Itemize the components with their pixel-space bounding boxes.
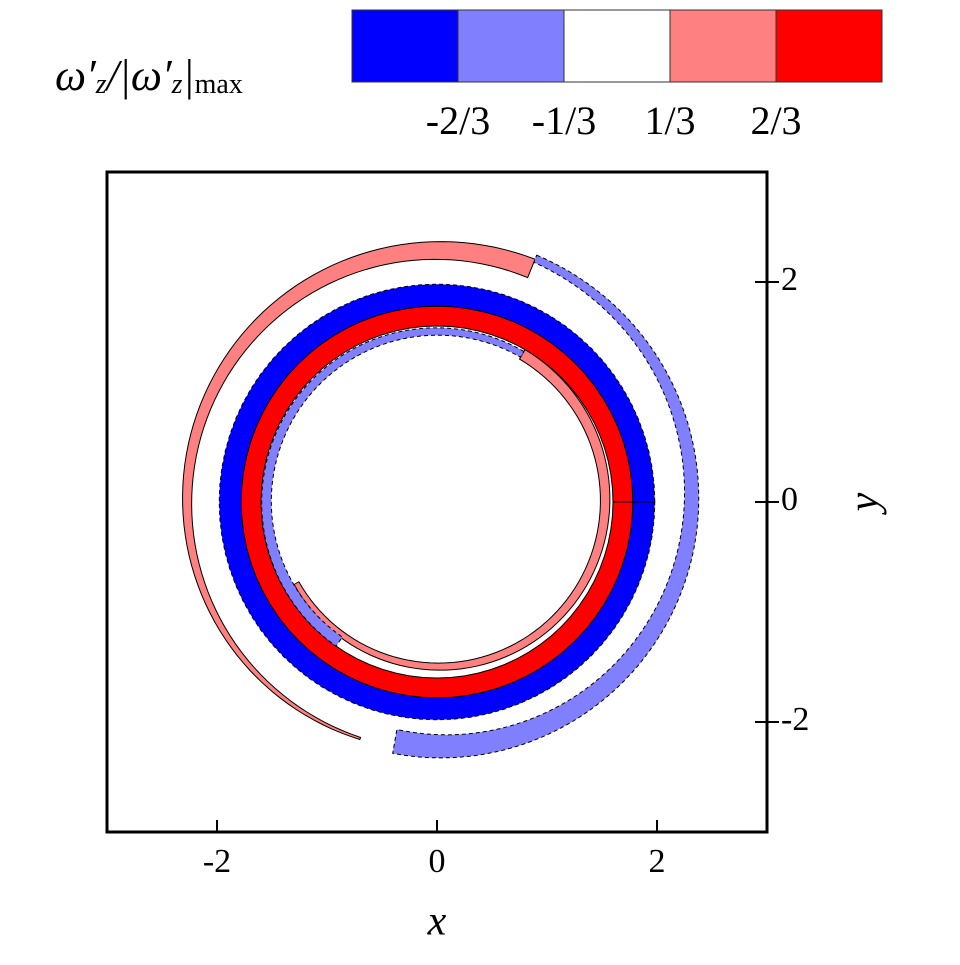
x-tick-label: 0: [429, 843, 446, 880]
colorbar-tick-label: 2/3: [750, 98, 801, 143]
colorbar-title-part: /|ω′: [104, 51, 173, 100]
contour-band: [182, 241, 536, 741]
y-tick-label: 0: [781, 481, 798, 518]
colorbar-title-part: ω′: [55, 51, 97, 100]
colorbar-box: [351, 9, 459, 83]
colorbar-tick-label: -1/3: [532, 98, 596, 143]
y-tick-label: 2: [781, 261, 798, 298]
contour-band: [293, 348, 611, 671]
y-axis-label: y: [842, 492, 888, 515]
colorbar-box: [775, 9, 883, 83]
colorbar-box: [457, 9, 565, 83]
x-tick-label: 2: [649, 843, 666, 880]
x-tick-label: -2: [203, 843, 231, 880]
contour-band: [240, 305, 634, 699]
colorbar-title-part: z: [95, 69, 107, 100]
contour-band: [218, 283, 656, 721]
colorbar-tick-label: 1/3: [644, 98, 695, 143]
colorbar-title: ω′z/|ω′z|max: [55, 51, 243, 100]
y-tick-label: -2: [781, 701, 809, 738]
colorbar-title-part: max: [195, 69, 243, 100]
colorbar-box: [669, 9, 777, 83]
colorbar-tick-label: -2/3: [426, 98, 490, 143]
x-axis-label: x: [427, 899, 447, 945]
colorbar-title-part: |: [183, 51, 195, 100]
colorbar-box: [563, 9, 671, 83]
colorbar-title-part: z: [171, 69, 183, 100]
contour-band: [392, 254, 700, 759]
plot-frame: [105, 170, 769, 834]
